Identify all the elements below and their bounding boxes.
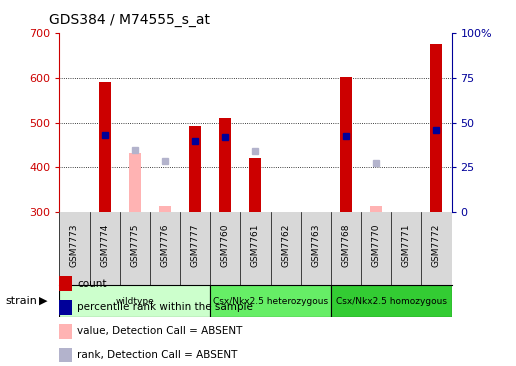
Text: wildtype: wildtype <box>116 296 154 306</box>
Text: GSM7768: GSM7768 <box>342 223 350 267</box>
Text: strain: strain <box>5 296 37 306</box>
Bar <box>430 44 442 212</box>
Bar <box>210 285 331 317</box>
Bar <box>159 206 171 212</box>
Text: GSM7777: GSM7777 <box>190 223 200 267</box>
Bar <box>331 285 452 317</box>
Text: GSM7773: GSM7773 <box>70 223 79 267</box>
Bar <box>128 153 141 212</box>
Text: ▶: ▶ <box>39 296 47 306</box>
Bar <box>340 77 352 212</box>
Text: GSM7776: GSM7776 <box>160 223 169 267</box>
Text: GSM7774: GSM7774 <box>100 223 109 267</box>
Text: Csx/Nkx2.5 heterozygous: Csx/Nkx2.5 heterozygous <box>213 296 328 306</box>
Text: GSM7770: GSM7770 <box>372 223 381 267</box>
Text: GSM7772: GSM7772 <box>432 223 441 267</box>
Text: Csx/Nkx2.5 homozygous: Csx/Nkx2.5 homozygous <box>336 296 447 306</box>
Bar <box>249 158 262 212</box>
Bar <box>189 126 201 212</box>
Text: GSM7763: GSM7763 <box>311 223 320 267</box>
Bar <box>370 206 382 212</box>
Text: GSM7775: GSM7775 <box>130 223 139 267</box>
Text: GDS384 / M74555_s_at: GDS384 / M74555_s_at <box>49 13 210 27</box>
Text: GSM7761: GSM7761 <box>251 223 260 267</box>
Text: GSM7760: GSM7760 <box>221 223 230 267</box>
Text: GSM7762: GSM7762 <box>281 223 290 267</box>
Bar <box>59 285 210 317</box>
Text: GSM7771: GSM7771 <box>402 223 411 267</box>
Text: value, Detection Call = ABSENT: value, Detection Call = ABSENT <box>77 326 243 336</box>
Bar <box>219 118 231 212</box>
Text: percentile rank within the sample: percentile rank within the sample <box>77 302 253 313</box>
Text: rank, Detection Call = ABSENT: rank, Detection Call = ABSENT <box>77 350 238 360</box>
Text: count: count <box>77 279 107 289</box>
Bar <box>99 82 110 212</box>
